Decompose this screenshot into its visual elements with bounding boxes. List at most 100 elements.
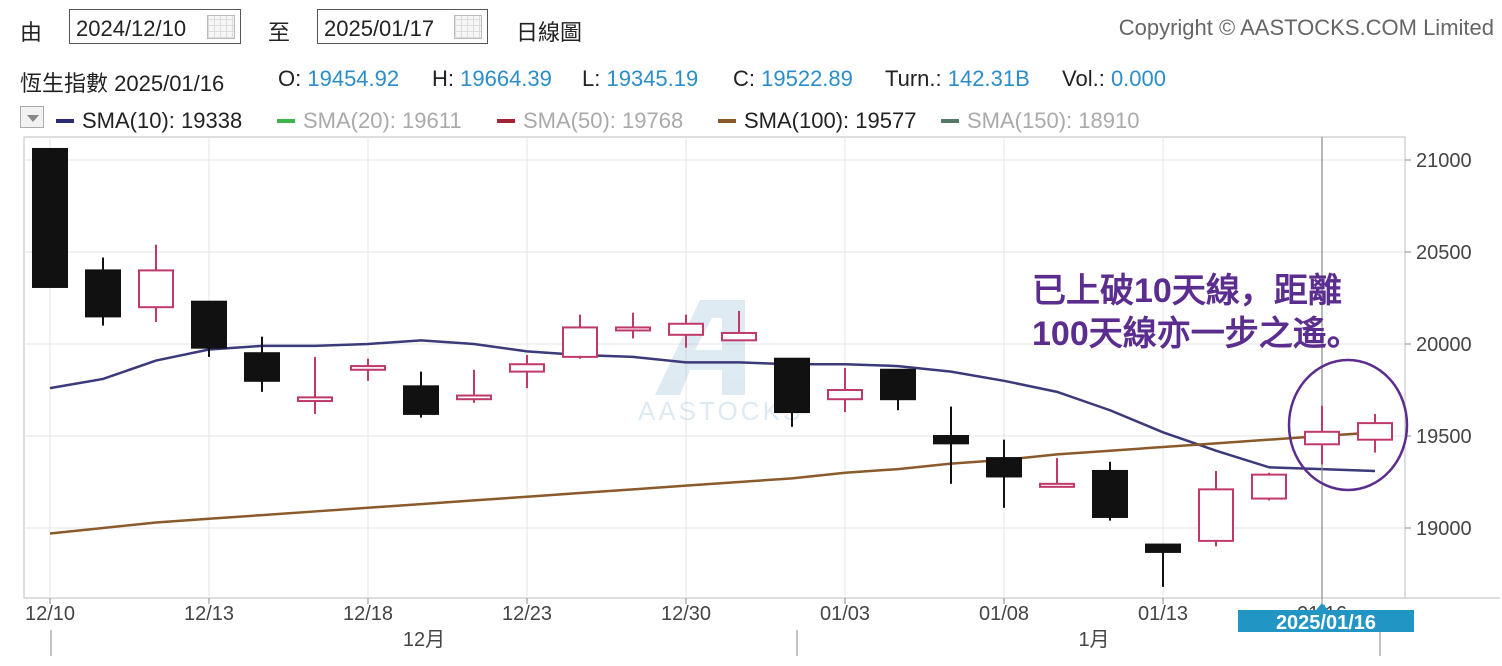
y-tick-label: 20500 — [1416, 242, 1472, 264]
open-label: O: — [278, 66, 302, 91]
low-number: 19345.19 — [606, 66, 699, 91]
y-tick-label: 19000 — [1416, 518, 1472, 540]
x-tick-label: 12/30 — [661, 603, 711, 625]
candle — [32, 147, 68, 288]
candle — [403, 371, 439, 418]
candle-body — [1198, 488, 1234, 542]
candle — [827, 367, 863, 413]
legend-label: SMA(10): 19338 — [82, 108, 243, 133]
candle-body — [509, 363, 545, 373]
y-tick-label: 19500 — [1416, 426, 1472, 448]
candle — [297, 356, 333, 414]
candle — [668, 314, 704, 348]
index-name: 恆生指數 — [20, 71, 109, 96]
candle — [1092, 461, 1128, 521]
to-label: 至 — [268, 20, 291, 45]
candle-body — [456, 394, 492, 401]
candle-body — [1092, 469, 1128, 518]
candle-body — [1145, 543, 1181, 553]
candle — [933, 406, 969, 484]
x-tick-label: 12/23 — [502, 603, 552, 625]
candle — [615, 312, 651, 339]
candle — [1251, 472, 1287, 501]
candle — [350, 358, 386, 381]
legend-label: SMA(50): 19768 — [523, 108, 684, 133]
calendar-icon[interactable] — [454, 15, 482, 39]
x-tick-label: 12/13 — [184, 603, 234, 625]
candle — [774, 357, 810, 427]
candle-body — [32, 147, 68, 288]
candle-body — [1251, 473, 1287, 500]
candle-body — [615, 326, 651, 332]
candle — [191, 300, 227, 357]
y-tick-label: 20000 — [1416, 334, 1472, 356]
candle-body — [721, 331, 757, 342]
turnover-value: Turn.: 142.31B — [885, 66, 1030, 92]
x-tick-label: 01/03 — [820, 603, 870, 625]
sma10-line — [49, 339, 1376, 473]
start-date-value: 2024/12/10 — [76, 16, 187, 41]
close-label: C: — [733, 66, 755, 91]
legend-item[interactable]: SMA(50): 19768 — [497, 108, 683, 134]
month-label: 1月 — [1078, 629, 1109, 651]
candle — [509, 355, 545, 389]
candle-body — [774, 357, 810, 414]
from-label: 由 — [20, 20, 43, 45]
candle-body — [191, 300, 227, 349]
legend-label: SMA(100): 19577 — [744, 108, 917, 133]
candle-body — [1357, 422, 1393, 441]
crosshair-date-label: 2025/01/16 — [1276, 612, 1376, 634]
candle-body — [986, 457, 1022, 478]
legend-swatch — [497, 119, 515, 123]
legend-item[interactable]: SMA(20): 19611 — [277, 108, 462, 134]
candle-body — [85, 269, 121, 318]
watermark-text: AASTOCKS — [638, 396, 803, 426]
annotation-line-1: 已上破10天線，距離 — [1032, 272, 1342, 310]
close-number: 19522.89 — [761, 66, 853, 91]
legend-label: SMA(20): 19611 — [303, 108, 462, 133]
candle — [1039, 458, 1075, 488]
watermark-a-shape — [655, 300, 745, 395]
end-date-value: 2025/01/17 — [324, 16, 435, 41]
x-tick-label: 01/13 — [1138, 603, 1188, 625]
quote-date: 2025/01/16 — [114, 71, 225, 96]
candle — [85, 257, 121, 326]
sma100-line — [49, 431, 1376, 535]
indicator-dropdown-button[interactable] — [20, 106, 44, 128]
low-value: L: 19345.19 — [582, 66, 698, 92]
candle-body — [880, 368, 916, 401]
highlight-circle — [1287, 358, 1409, 492]
candle — [1145, 543, 1181, 587]
legend-item[interactable]: SMA(100): 19577 — [718, 108, 916, 134]
calendar-icon[interactable] — [207, 15, 235, 39]
candle — [456, 369, 492, 403]
candle-body — [827, 389, 863, 401]
legend-item[interactable]: SMA(150): 18910 — [941, 108, 1139, 134]
start-date-input[interactable]: 2024/12/10 — [69, 9, 241, 44]
candle-body — [244, 352, 280, 382]
chart-type-selector[interactable]: 日線圖 — [516, 20, 583, 45]
end-date-input[interactable]: 2025/01/17 — [317, 9, 488, 44]
volume-label: Vol.: — [1062, 66, 1105, 91]
x-tick-label: 12/18 — [343, 603, 393, 625]
volume-value: Vol.: 0.000 — [1062, 66, 1166, 92]
turnover-number: 142.31B — [947, 66, 1030, 91]
candle-body — [297, 396, 333, 403]
candle-body — [350, 365, 386, 371]
x-tick-label: 01/08 — [979, 603, 1029, 625]
high-number: 19664.39 — [460, 66, 552, 91]
legend-item[interactable]: SMA(10): 19338 — [56, 108, 242, 134]
candle-body — [1304, 430, 1340, 446]
candle-body — [403, 385, 439, 415]
candle — [138, 244, 174, 322]
y-tick-label: 21000 — [1416, 150, 1472, 172]
close-value: C: 19522.89 — [733, 66, 853, 92]
crosshair-flag-pointer — [1316, 603, 1328, 610]
high-value: H: 19664.39 — [432, 66, 552, 92]
turnover-label: Turn.: — [885, 66, 942, 91]
candle — [244, 336, 280, 392]
candle-body — [138, 269, 174, 309]
low-label: L: — [582, 66, 601, 91]
candle — [562, 314, 598, 359]
